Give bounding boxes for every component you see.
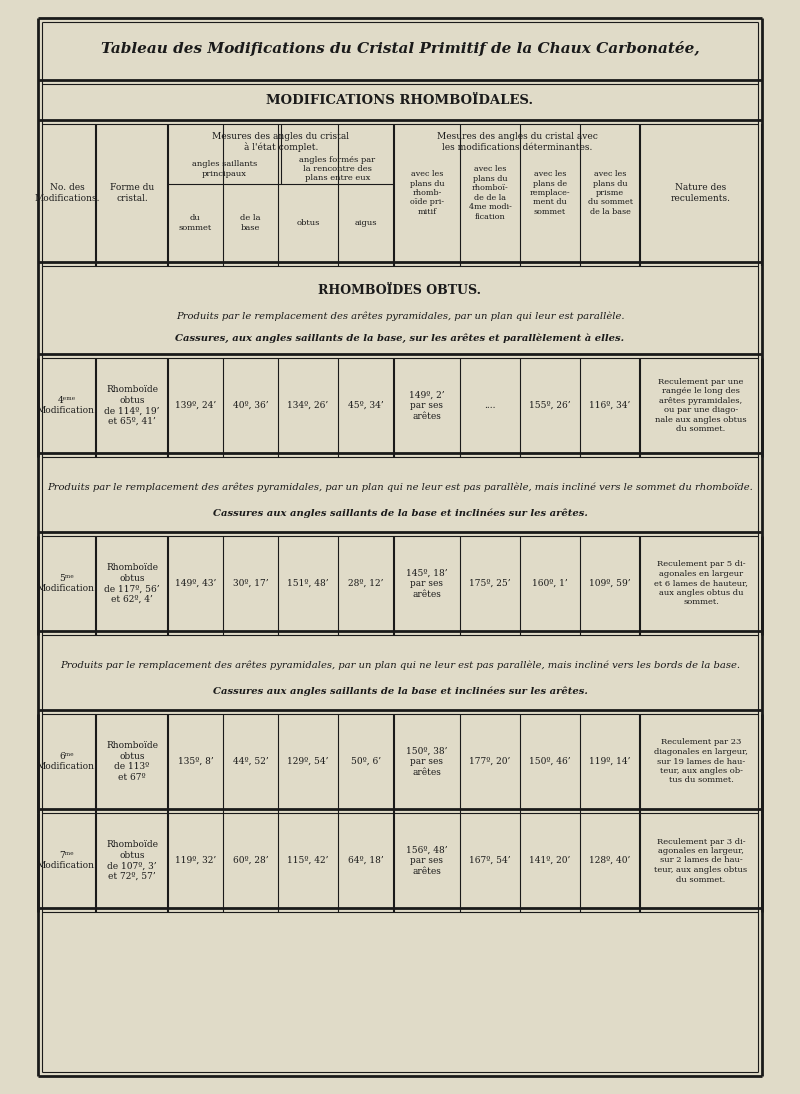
- Text: 155º, 26’: 155º, 26’: [529, 401, 571, 410]
- Text: avec les
plans du
rhomboï-
de de la
4me modi-
fication: avec les plans du rhomboï- de de la 4me …: [469, 165, 511, 221]
- Text: 134º, 26’: 134º, 26’: [287, 401, 329, 410]
- Text: 60º, 28’: 60º, 28’: [233, 856, 268, 865]
- Text: Cassures aux angles saillants de la base et inclinées sur les arêtes.: Cassures aux angles saillants de la base…: [213, 687, 587, 696]
- Text: 64º, 18’: 64º, 18’: [348, 856, 384, 865]
- Text: 119º, 14’: 119º, 14’: [590, 757, 630, 766]
- Text: 129º, 54’: 129º, 54’: [287, 757, 329, 766]
- Text: angles formés par
la rencontre des
plans entre eux: angles formés par la rencontre des plans…: [299, 155, 375, 183]
- Text: 6ᵐᵉ
Modification.: 6ᵐᵉ Modification.: [37, 752, 98, 771]
- Text: 150º, 46’: 150º, 46’: [529, 757, 571, 766]
- Text: 177º, 20’: 177º, 20’: [470, 757, 510, 766]
- Text: RHOMBOÏDES OBTUS.: RHOMBOÏDES OBTUS.: [318, 284, 482, 298]
- Text: 44º, 52’: 44º, 52’: [233, 757, 268, 766]
- Text: Forme du
cristal.: Forme du cristal.: [110, 183, 154, 202]
- Text: 135º, 8’: 135º, 8’: [178, 757, 214, 766]
- Text: 167º, 54’: 167º, 54’: [469, 856, 511, 865]
- Text: 40º, 36’: 40º, 36’: [233, 401, 268, 410]
- Text: 50º, 6’: 50º, 6’: [351, 757, 381, 766]
- Text: Mesures des angles du cristal avec
les modifications déterminantes.: Mesures des angles du cristal avec les m…: [437, 132, 598, 152]
- Text: 5ᵐᵉ
Modification.: 5ᵐᵉ Modification.: [37, 573, 98, 593]
- Text: 141º, 20’: 141º, 20’: [530, 856, 570, 865]
- Text: Reculement par 3 di-
agonales en largeur,
sur 2 lames de hau-
teur, aux angles o: Reculement par 3 di- agonales en largeur…: [654, 838, 747, 884]
- Text: 175º, 25’: 175º, 25’: [469, 579, 511, 587]
- Text: 156º, 48’
par ses
arêtes: 156º, 48’ par ses arêtes: [406, 846, 448, 876]
- Text: ....: ....: [484, 401, 496, 410]
- Text: Cassures, aux angles saillants de la base, sur les arêtes et parallèlement à ell: Cassures, aux angles saillants de la bas…: [175, 334, 625, 342]
- Text: 139º, 24’: 139º, 24’: [175, 401, 216, 410]
- Text: 28º, 12’: 28º, 12’: [348, 579, 384, 587]
- Text: Nature des
reculements.: Nature des reculements.: [671, 183, 731, 202]
- Text: 151º, 48’: 151º, 48’: [287, 579, 329, 587]
- Text: angles saillants
principaux: angles saillants principaux: [192, 160, 257, 177]
- Text: Rhomboïde
obtus
de 113º
et 67º: Rhomboïde obtus de 113º et 67º: [106, 741, 158, 782]
- Text: avec les
plans de
remplace-
ment du
sommet: avec les plans de remplace- ment du somm…: [530, 170, 570, 216]
- Text: 149º, 43’: 149º, 43’: [175, 579, 216, 587]
- Text: Rhomboïde
obtus
de 117º, 56’
et 62º, 4’: Rhomboïde obtus de 117º, 56’ et 62º, 4’: [104, 563, 160, 604]
- Text: avec les
plans du
rhomb-
oïde pri-
mitif: avec les plans du rhomb- oïde pri- mitif: [410, 170, 444, 216]
- Text: 160º, 1’: 160º, 1’: [532, 579, 568, 587]
- Text: Produits par le remplacement des arêtes pyramidales, par un plan qui leur est pa: Produits par le remplacement des arêtes …: [176, 312, 624, 321]
- Text: 30º, 17’: 30º, 17’: [233, 579, 268, 587]
- Text: 4ᵉᵐᵉ
Modification.: 4ᵉᵐᵉ Modification.: [37, 396, 98, 416]
- Text: 128º, 40’: 128º, 40’: [590, 856, 630, 865]
- Text: 119º, 32’: 119º, 32’: [175, 856, 216, 865]
- Text: 149º, 2’
par ses
arêtes: 149º, 2’ par ses arêtes: [409, 391, 445, 421]
- Text: Rhomboïde
obtus
de 114º, 19’
et 65º, 41’: Rhomboïde obtus de 114º, 19’ et 65º, 41’: [104, 385, 160, 427]
- Text: avec les
plans du
prisme
du sommet
de la base: avec les plans du prisme du sommet de la…: [587, 170, 633, 216]
- Text: 115º, 42’: 115º, 42’: [287, 856, 329, 865]
- Text: Rhomboïde
obtus
de 107º, 3’
et 72º, 57’: Rhomboïde obtus de 107º, 3’ et 72º, 57’: [106, 840, 158, 881]
- Text: de la
base: de la base: [240, 214, 261, 232]
- Text: Produits par le remplacement des arêtes pyramidales, par un plan qui ne leur est: Produits par le remplacement des arêtes …: [47, 482, 753, 491]
- Text: 109º, 59’: 109º, 59’: [589, 579, 631, 587]
- Text: 145º, 18’
par ses
arêtes: 145º, 18’ par ses arêtes: [406, 568, 448, 598]
- Text: 7ᵐᵉ
Modification.: 7ᵐᵉ Modification.: [37, 851, 98, 871]
- Text: Cassures aux angles saillants de la base et inclinées sur les arêtes.: Cassures aux angles saillants de la base…: [213, 509, 587, 517]
- Text: Reculement par 5 di-
agonales en largeur
et 6 lames de hauteur,
aux angles obtus: Reculement par 5 di- agonales en largeur…: [654, 560, 748, 606]
- Text: MODIFICATIONS RHOMBOÏDALES.: MODIFICATIONS RHOMBOÏDALES.: [266, 93, 534, 106]
- Text: 45º, 34’: 45º, 34’: [348, 401, 384, 410]
- Text: Produits par le remplacement des arêtes pyramidales, par un plan qui ne leur est: Produits par le remplacement des arêtes …: [60, 661, 740, 670]
- Text: Reculement par une
rangée le long des
arêtes pyramidales,
ou par une diago-
nale: Reculement par une rangée le long des ar…: [655, 377, 747, 433]
- Text: aigus: aigus: [354, 219, 378, 226]
- Text: du
sommet: du sommet: [179, 214, 212, 232]
- Text: Tableau des Modifications du Cristal Primitif de la Chaux Carbonatée,: Tableau des Modifications du Cristal Pri…: [101, 42, 699, 57]
- Text: 150º, 38’
par ses
arêtes: 150º, 38’ par ses arêtes: [406, 746, 448, 777]
- Text: obtus: obtus: [296, 219, 320, 226]
- Text: Mesures des angles du cristal
à l'état complet.: Mesures des angles du cristal à l'état c…: [213, 131, 350, 152]
- Text: 116º, 34’: 116º, 34’: [590, 401, 630, 410]
- Text: No. des
Modifications.: No. des Modifications.: [34, 183, 100, 202]
- Text: Reculement par 23
diagonales en largeur,
sur 19 lames de hau-
teur, aux angles o: Reculement par 23 diagonales en largeur,…: [654, 738, 748, 784]
